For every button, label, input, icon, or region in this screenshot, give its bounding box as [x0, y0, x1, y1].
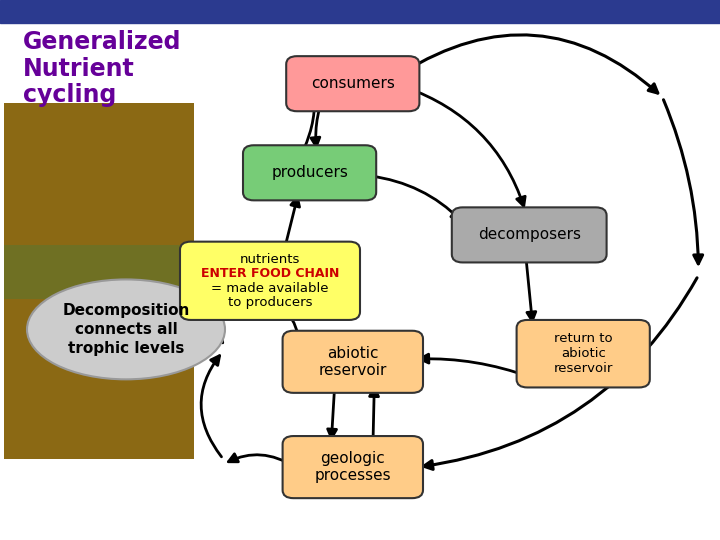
Text: return to
abiotic
reservoir: return to abiotic reservoir [554, 332, 613, 375]
FancyBboxPatch shape [517, 320, 650, 388]
Text: Generalized
Nutrient
cycling: Generalized Nutrient cycling [23, 30, 181, 107]
Ellipse shape [27, 280, 225, 379]
Text: abiotic
reservoir: abiotic reservoir [319, 346, 387, 378]
Bar [4, 103, 194, 459]
Text: nutrients: nutrients [240, 253, 300, 266]
Bar [4, 245, 194, 299]
FancyBboxPatch shape [282, 330, 423, 393]
Text: ENTER FOOD CHAIN: ENTER FOOD CHAIN [201, 267, 339, 280]
Text: geologic
processes: geologic processes [315, 451, 391, 483]
Text: consumers: consumers [311, 76, 395, 91]
FancyBboxPatch shape [243, 145, 376, 200]
FancyBboxPatch shape [282, 436, 423, 498]
FancyBboxPatch shape [452, 207, 606, 262]
Text: Decomposition
connects all
trophic levels: Decomposition connects all trophic level… [63, 303, 189, 355]
Bar [0, 0, 720, 23]
FancyBboxPatch shape [287, 56, 419, 111]
Text: to producers: to producers [228, 296, 312, 309]
FancyBboxPatch shape [180, 241, 360, 320]
Text: = made available: = made available [211, 281, 329, 294]
Text: decomposers: decomposers [477, 227, 581, 242]
Text: producers: producers [271, 165, 348, 180]
